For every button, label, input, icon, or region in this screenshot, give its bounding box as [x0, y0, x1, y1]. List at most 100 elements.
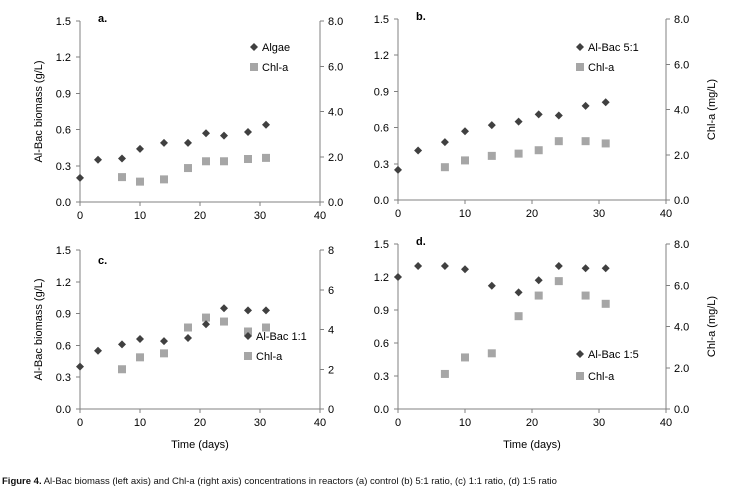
figure-caption: Figure 4. Al-Bac biomass (left axis) and…: [2, 474, 730, 490]
legend-label: Chl-a: [588, 371, 615, 383]
chla-data-point: [601, 299, 610, 308]
x-tick-label: 30: [593, 208, 605, 220]
y-tick-label: 0.9: [374, 86, 389, 98]
biomass-data-point: [534, 110, 543, 119]
biomass-data-point: [160, 138, 168, 147]
chla-data-point: [514, 149, 523, 158]
y-tick-label: 0.6: [56, 125, 71, 137]
biomass-data-point: [76, 173, 84, 182]
x-tick-label: 40: [660, 417, 672, 429]
legend-marker: [576, 43, 584, 51]
biomass-data-point: [554, 262, 563, 270]
chla-data-point: [184, 164, 192, 173]
y-tick-label: 1.5: [56, 16, 71, 28]
y-tick-label: 1.2: [374, 272, 389, 284]
biomass-data-point: [581, 101, 590, 110]
legend-marker: [576, 350, 584, 358]
biomass-data-point: [76, 362, 84, 371]
y-tick-label: 1.2: [56, 277, 71, 289]
y2-tick-label: 8.0: [674, 239, 689, 251]
y-tick-label: 1.5: [374, 239, 389, 251]
chart-panel-2: 0.0 0.3 0.6 0.9 1.2 1.5 0.0 2.0 4.0 6.0 8.0 0 10 20 30…: [374, 11, 718, 220]
y-tick-label: 0.3: [56, 161, 71, 173]
x-tick-label: 0: [77, 417, 83, 429]
chla-data-point: [118, 173, 126, 182]
x-tick-label: 30: [254, 210, 266, 222]
biomass-data-point: [581, 264, 590, 273]
chla-data-point: [440, 163, 449, 172]
y-tick-label: 0.3: [56, 372, 71, 384]
biomass-data-point: [244, 128, 252, 137]
chla-data-point: [202, 157, 210, 166]
x-tick-label: 0: [77, 210, 83, 222]
legend-marker: [244, 332, 252, 340]
y-tick-label: 1.5: [374, 14, 389, 26]
y-tick-label: 0.9: [56, 309, 71, 321]
biomass-data-point: [94, 155, 102, 164]
chla-data-point: [461, 156, 469, 165]
biomass-data-point: [514, 117, 523, 126]
x-tick-label: 40: [660, 208, 672, 220]
chla-data-point: [487, 151, 496, 160]
biomass-data-point: [440, 262, 449, 270]
x-tick-label: 20: [194, 210, 206, 222]
y-tick-label: 0.3: [374, 371, 389, 383]
chla-data-point: [554, 137, 563, 146]
chla-data-point: [262, 323, 270, 332]
chla-data-point: [601, 139, 610, 148]
chla-data-point: [160, 349, 168, 358]
x-tick-label: 0: [395, 417, 401, 429]
chla-data-point: [244, 155, 252, 164]
biomass-data-point: [202, 129, 210, 138]
biomass-data-point: [461, 127, 469, 136]
x-tick-label: 10: [134, 417, 146, 429]
legend-label: Al-Bac 1:1: [256, 331, 307, 343]
chla-data-point: [118, 365, 126, 374]
chla-data-point: [220, 317, 228, 326]
y-tick-label: 0.0: [374, 195, 389, 207]
biomass-data-point: [554, 111, 563, 120]
panel-label: b.: [416, 11, 426, 23]
legend-label: Chl-a: [262, 62, 289, 74]
biomass-data-point: [118, 340, 126, 349]
x-tick-label: 40: [314, 417, 326, 429]
chla-data-point: [581, 137, 590, 146]
chla-data-point: [220, 157, 228, 166]
y2-axis-title: Chl-a (mg/L): [706, 296, 718, 357]
chla-data-point: [244, 327, 252, 336]
biomass-data-point: [118, 154, 126, 163]
biomass-data-point: [220, 304, 228, 313]
biomass-data-point: [394, 273, 402, 281]
chla-data-point: [440, 369, 449, 378]
biomass-data-point: [202, 320, 210, 329]
y2-tick-label: 4.0: [674, 105, 689, 117]
y-tick-label: 0.9: [374, 305, 389, 317]
legend-label: Al-Bac 1:5: [588, 349, 639, 361]
biomass-data-point: [414, 262, 423, 270]
x-tick-label: 10: [134, 210, 146, 222]
legend-marker: [244, 352, 252, 360]
x-tick-label: 0: [395, 208, 401, 220]
legend-label: Algae: [262, 42, 290, 54]
chart-panel-3: 0.0 0.3 0.6 0.9 1.2 1.5 0 2 4 6 8 0 10 20 30 40 c. Al-Bac…: [33, 245, 334, 451]
legend-label: Chl-a: [588, 62, 615, 74]
panel-label: a.: [98, 13, 107, 25]
biomass-data-point: [160, 337, 168, 346]
y2-tick-label: 2: [328, 364, 334, 376]
y-tick-label: 0.0: [374, 404, 389, 416]
y2-tick-label: 6.0: [328, 61, 343, 73]
y2-tick-label: 8.0: [328, 16, 343, 28]
chla-data-point: [262, 153, 270, 162]
biomass-data-point: [262, 120, 270, 129]
chla-data-point: [461, 353, 469, 362]
chla-data-point: [534, 291, 543, 300]
y2-tick-label: 6.0: [674, 280, 689, 292]
chart-panel-1: 0.0 0.3 0.6 0.9 1.2 1.5 0.0 2.0 4.0 6.0 8.0 0 10 20 30…: [33, 13, 343, 222]
y2-tick-label: 2.0: [328, 152, 343, 164]
biomass-data-point: [601, 98, 610, 107]
biomass-data-point: [440, 138, 449, 147]
chla-data-point: [514, 312, 523, 321]
y2-tick-label: 2.0: [674, 150, 689, 162]
y-tick-label: 0.0: [56, 197, 71, 209]
legend-label: Chl-a: [256, 351, 283, 363]
